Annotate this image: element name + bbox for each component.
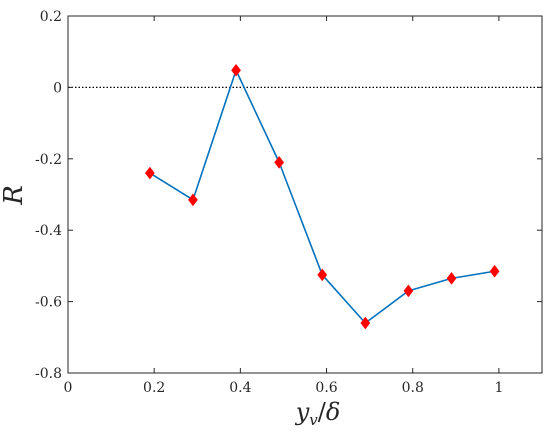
y-tick-label: -0.8	[35, 366, 62, 382]
data-point	[403, 284, 414, 298]
data-point	[446, 271, 457, 285]
y-tick-label: -0.4	[35, 223, 62, 239]
x-tick-label: 0.8	[402, 380, 424, 396]
y-tick-label: -0.2	[35, 152, 62, 168]
y-tick-label: 0.2	[40, 9, 62, 25]
data-point	[360, 316, 371, 330]
x-tick-label: 0.4	[229, 380, 251, 396]
data-point	[274, 155, 285, 169]
y-tick-label: -0.6	[35, 295, 62, 311]
data-point	[489, 264, 500, 278]
axes-frame	[67, 15, 543, 374]
x-tick-label: 0	[64, 380, 73, 396]
y-tick-label: 0	[53, 80, 62, 96]
x-tick-label: 0.2	[143, 380, 165, 396]
data-point	[231, 63, 241, 77]
data-point	[317, 268, 328, 282]
data-point	[188, 193, 198, 207]
x-axis-label: yv/δ	[295, 398, 341, 429]
x-tick-label: 0.6	[315, 380, 337, 396]
data-point	[144, 166, 155, 180]
plot-area	[68, 16, 542, 373]
x-tick-label: 1	[494, 380, 503, 396]
y-axis-label: R	[0, 185, 29, 206]
